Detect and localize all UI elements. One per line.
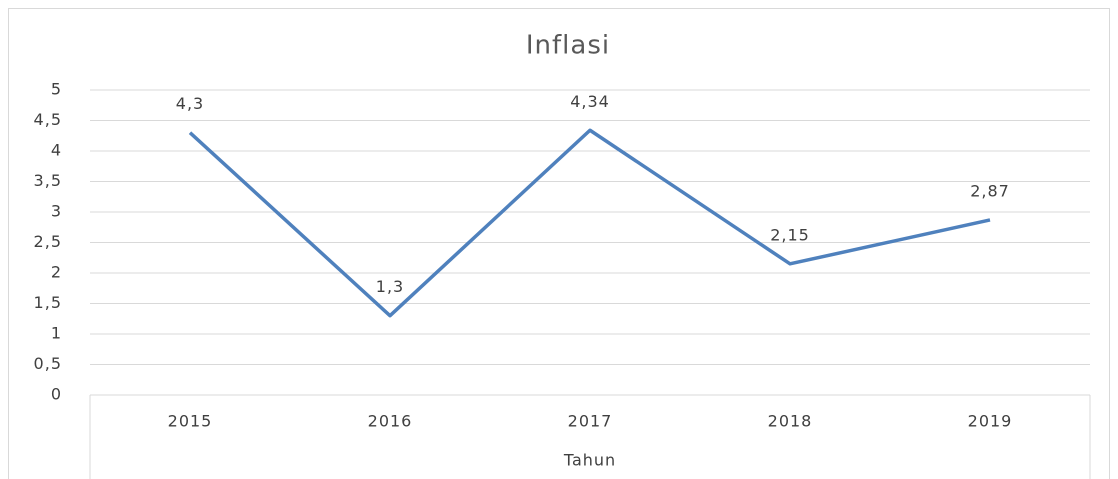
x-tick-label: 2017: [568, 412, 613, 431]
y-tick-label: 4: [51, 141, 62, 160]
x-tick-label: 2019: [968, 412, 1013, 431]
y-tick-label: 3,5: [34, 171, 62, 190]
data-label: 2,87: [970, 181, 1010, 200]
x-tick-label: 2016: [368, 412, 413, 431]
x-tick-label: 2015: [168, 412, 213, 431]
chart-title: Inflasi: [526, 31, 610, 61]
y-tick-label: 2: [51, 263, 62, 282]
x-tick-label: 2018: [768, 412, 813, 431]
y-tick-label: 2,5: [34, 232, 62, 251]
data-label: 2,15: [770, 225, 810, 244]
data-label: 4,3: [176, 94, 204, 113]
y-tick-label: 3: [51, 202, 62, 221]
data-label: 1,3: [376, 277, 404, 296]
y-tick-label: 0: [51, 385, 62, 404]
y-tick-label: 5: [51, 80, 62, 99]
y-tick-label: 4,5: [34, 110, 62, 129]
data-label: 4,34: [570, 92, 610, 111]
y-tick-label: 1: [51, 324, 62, 343]
y-tick-label: 1,5: [34, 293, 62, 312]
data-line: [188, 128, 991, 318]
y-tick-label: 0,5: [34, 354, 62, 373]
x-axis-label: Tahun: [563, 451, 616, 470]
chart-frame: [8, 8, 1110, 479]
